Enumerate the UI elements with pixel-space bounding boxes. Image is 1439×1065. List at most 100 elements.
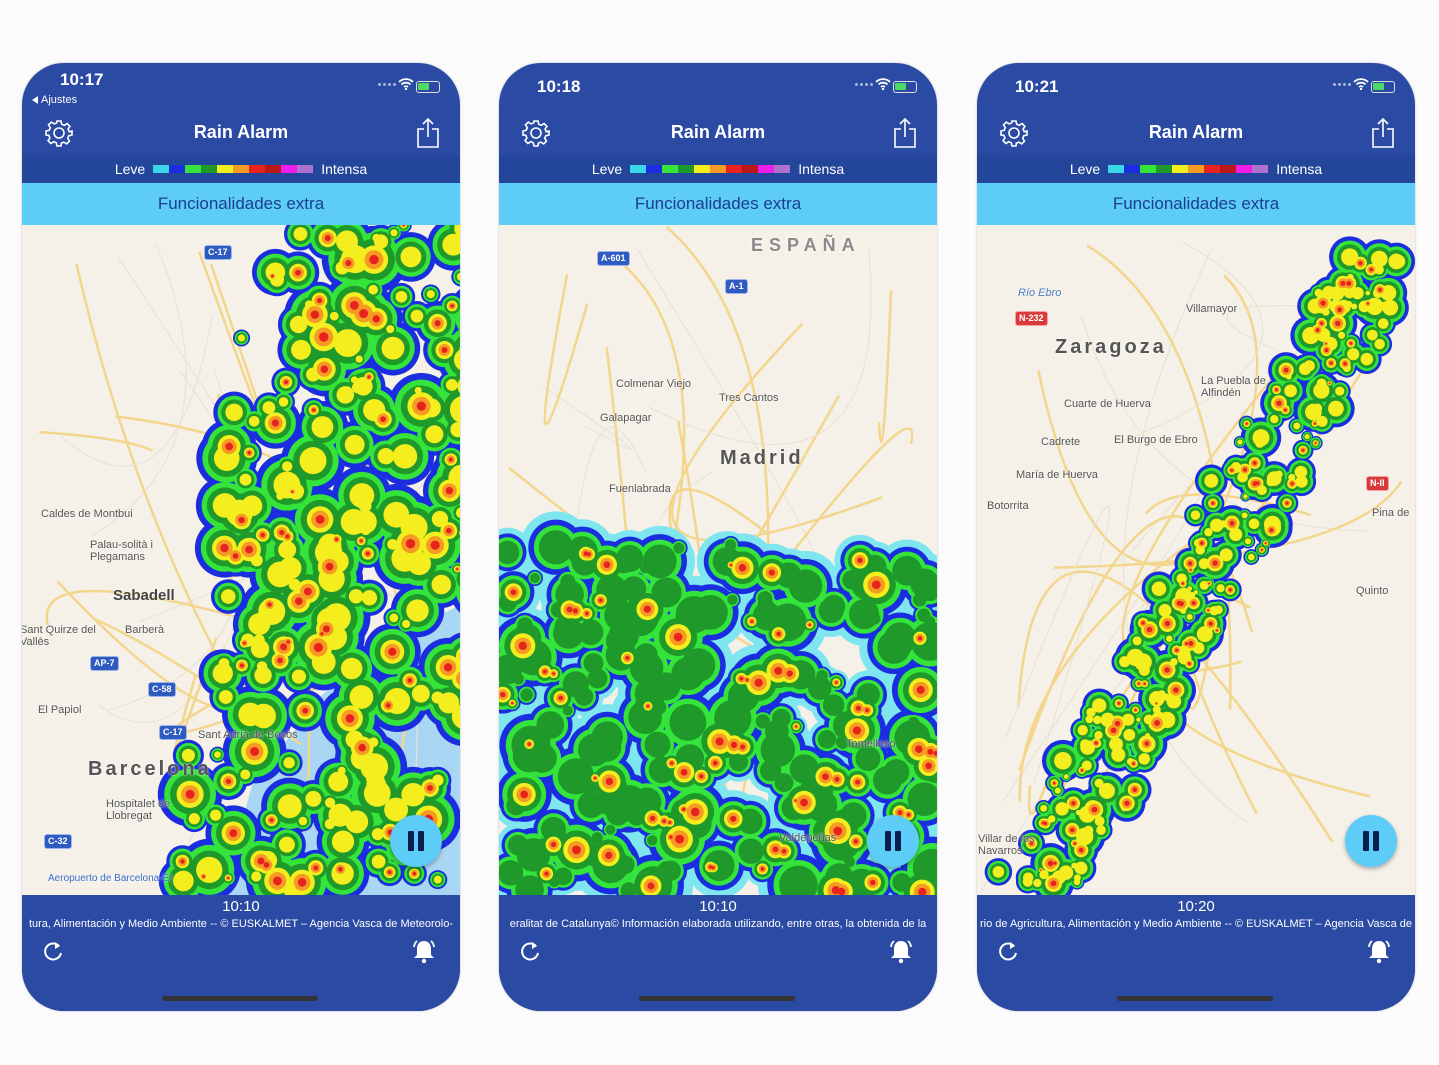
phone-screen-1: 10:17 Ajustes Rain Alarm Leve Intensa Fu… (22, 63, 460, 1011)
radar-cell (647, 882, 655, 890)
radar-cell (1022, 876, 1033, 887)
radar-cell (1166, 635, 1173, 642)
bell-icon[interactable] (887, 937, 915, 965)
radar-cell (1154, 720, 1160, 726)
radar-map[interactable]: Caldes de Montbui Palau-solità i Plegaman… (22, 225, 460, 895)
radar-cell (855, 705, 862, 711)
radar-cell (1347, 348, 1360, 361)
radar-cell (395, 290, 408, 303)
radar-cell (1216, 584, 1225, 593)
pause-animation-button[interactable] (390, 815, 442, 867)
radar-cell (1229, 520, 1235, 526)
radar-cell (776, 631, 781, 637)
radar-cell (1047, 860, 1054, 867)
radar-cell (269, 818, 274, 823)
bell-icon[interactable] (1365, 937, 1393, 965)
radar-cell (445, 378, 458, 391)
radar-cell (1242, 467, 1248, 472)
radar-cell (1191, 600, 1196, 606)
radar-cell (1143, 682, 1146, 685)
radar-cell (1114, 720, 1121, 727)
share-icon[interactable] (416, 117, 440, 149)
radar-cell (1071, 800, 1076, 806)
radar-cell (320, 365, 329, 373)
radar-cell (1124, 800, 1130, 806)
cellular-signal-icon (855, 83, 873, 87)
radar-cell (1193, 590, 1199, 595)
radar-cell (1204, 474, 1219, 488)
gear-icon[interactable] (44, 118, 74, 148)
gear-icon[interactable] (999, 118, 1029, 148)
wifi-icon (1353, 78, 1369, 90)
radar-timestamp: 10:20 (1177, 898, 1215, 915)
gear-icon[interactable] (521, 118, 551, 148)
radar-cell (513, 673, 525, 685)
radar-cell (445, 527, 452, 534)
radar-cell (1094, 741, 1098, 745)
extra-features-banner[interactable]: Funcionalidades extra (22, 183, 460, 225)
radar-cell (1085, 715, 1094, 724)
road-shield: A-601 (597, 251, 630, 266)
radar-cell (1054, 787, 1061, 794)
radar-cell (319, 332, 329, 342)
app-title: Rain Alarm (1148, 122, 1244, 142)
back-to-settings-link[interactable]: Ajustes (32, 93, 77, 107)
radar-cell (305, 300, 314, 309)
radar-cell (708, 865, 713, 869)
share-icon[interactable] (1371, 117, 1395, 149)
radar-cell (779, 865, 818, 895)
radar-cell (1365, 290, 1371, 296)
radar-cell (459, 530, 460, 536)
radar-cell (893, 636, 913, 656)
share-icon[interactable] (893, 117, 917, 149)
refresh-icon[interactable] (995, 939, 1021, 965)
radar-cell (1369, 267, 1374, 272)
radar-cell (369, 254, 379, 265)
nav-bar: Rain Alarm (977, 112, 1415, 155)
radar-cell (1214, 605, 1223, 615)
radar-cell (345, 259, 352, 267)
extra-features-banner[interactable]: Funcionalidades extra (499, 183, 937, 225)
refresh-icon[interactable] (40, 939, 66, 965)
bell-icon[interactable] (410, 937, 438, 965)
radar-cell (768, 569, 775, 576)
radar-cell (283, 380, 289, 385)
radar-cell (414, 386, 422, 394)
home-indicator[interactable] (1117, 996, 1273, 1001)
radar-cell (1152, 705, 1161, 714)
radar-cell (1164, 620, 1171, 627)
legend-swatch (742, 165, 759, 173)
map-place-label: Palau-solità i Plegamans (90, 539, 153, 563)
refresh-icon[interactable] (517, 939, 543, 965)
radar-cell (795, 725, 798, 728)
radar-cell (371, 854, 386, 869)
radar-cell (1184, 642, 1188, 646)
pause-animation-button[interactable] (1345, 815, 1397, 867)
radar-cell (897, 810, 903, 816)
legend-light-label: Leve (591, 161, 623, 177)
radar-cell (1138, 753, 1151, 765)
radar-cell (368, 284, 379, 295)
pause-animation-button[interactable] (867, 815, 919, 867)
radar-cell (283, 757, 295, 769)
radar-cell (690, 807, 700, 817)
radar-cell (1334, 320, 1341, 327)
extra-features-banner[interactable]: Funcionalidades extra (977, 183, 1415, 225)
back-label[interactable]: Ajustes (41, 94, 78, 106)
radar-map[interactable]: ESPAÑA Colmenar Viejo Tres Cantos Galapagar… (499, 225, 937, 895)
radar-cell (544, 871, 549, 876)
radar-map[interactable]: Zaragoza Villamayor La Puebla de Alfindén C… (977, 225, 1415, 895)
radar-cell (516, 838, 551, 872)
radar-cell (1146, 626, 1153, 633)
radar-cell (325, 562, 334, 571)
radar-cell (817, 730, 837, 749)
home-indicator[interactable] (639, 996, 795, 1001)
home-indicator[interactable] (162, 996, 318, 1001)
radar-cell (915, 745, 923, 753)
radar-cell (1123, 729, 1136, 741)
radar-cell (355, 355, 363, 363)
radar-cell (591, 721, 623, 753)
radar-cell (1260, 548, 1263, 551)
radar-cell (1091, 806, 1098, 813)
legend-swatch (1108, 165, 1125, 173)
